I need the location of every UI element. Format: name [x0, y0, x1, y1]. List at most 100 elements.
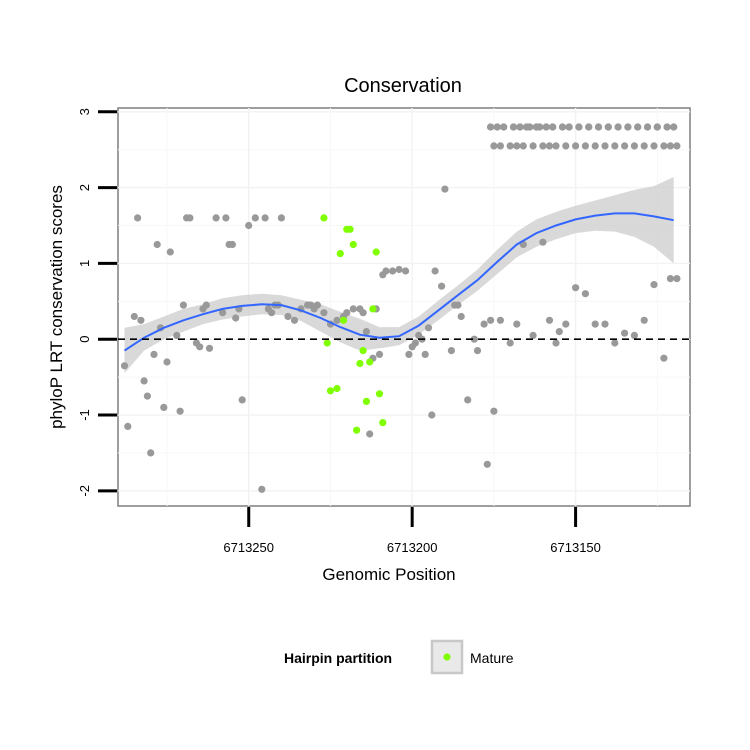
point-row1-21 — [673, 142, 681, 150]
point-row0-14 — [585, 123, 593, 131]
point-row0-2 — [500, 123, 508, 131]
point-other-40 — [277, 214, 285, 222]
point-other-33 — [251, 214, 259, 222]
point-other-41 — [284, 312, 292, 321]
point-other-90 — [513, 320, 521, 328]
point-other-79 — [454, 301, 462, 309]
point-other-37 — [268, 309, 276, 317]
point-row0-19 — [634, 123, 642, 131]
point-other-66 — [405, 350, 413, 358]
point-mature-1 — [323, 339, 331, 347]
point-other-89 — [506, 339, 514, 347]
point-row0-17 — [614, 123, 622, 131]
point-row1-2 — [506, 142, 514, 150]
point-row0-1 — [493, 123, 501, 131]
smooth-line-layer — [123, 212, 674, 352]
point-row1-7 — [545, 142, 554, 150]
point-row0-20 — [643, 123, 652, 131]
point-other-74 — [431, 267, 439, 275]
point-other-75 — [438, 282, 446, 290]
point-row0-10 — [549, 123, 557, 131]
y-axis: -2 -1 0 1 2 3 — [77, 108, 117, 497]
point-other-5 — [140, 377, 148, 385]
point-mature-15 — [372, 248, 380, 256]
point-other-64 — [395, 265, 403, 274]
point-row0-13 — [575, 123, 583, 131]
point-other-29 — [232, 314, 240, 322]
plot-panel — [117, 107, 691, 507]
point-other-57 — [366, 430, 374, 438]
point-other-15 — [176, 407, 184, 415]
x-axis-title: Genomic Position — [322, 565, 455, 584]
point-other-0 — [120, 362, 129, 370]
point-other-31 — [238, 396, 246, 404]
point-row0-0 — [487, 123, 495, 131]
point-other-52 — [343, 309, 351, 317]
point-row0-11 — [558, 123, 567, 131]
point-row1-12 — [591, 142, 599, 150]
x-tick-label-0: 6713250 — [223, 540, 274, 555]
point-other-92 — [529, 331, 537, 339]
point-other-108 — [666, 275, 675, 283]
point-other-11 — [160, 403, 168, 411]
point-other-55 — [359, 309, 367, 317]
point-other-99 — [581, 290, 590, 298]
point-other-97 — [562, 320, 570, 328]
point-other-32 — [245, 221, 253, 230]
point-mature-8 — [349, 240, 357, 249]
point-row1-3 — [513, 142, 521, 150]
point-row0-3 — [509, 123, 518, 131]
point-other-86 — [487, 316, 495, 324]
y-tick-label-0: -2 — [77, 485, 92, 497]
y-tick-label-3: 1 — [77, 260, 92, 267]
point-other-13 — [166, 248, 174, 256]
point-row1-11 — [581, 142, 590, 150]
point-mature-14 — [369, 305, 377, 313]
point-row1-14 — [611, 142, 619, 150]
point-other-84 — [480, 320, 488, 328]
point-other-95 — [552, 339, 560, 347]
point-mature-0 — [320, 214, 328, 222]
point-other-103 — [621, 329, 629, 337]
point-other-22 — [202, 301, 210, 309]
point-other-76 — [441, 185, 449, 193]
point-row0-9 — [542, 123, 550, 131]
y-tick-label-2: 0 — [77, 336, 92, 343]
point-other-63 — [389, 267, 397, 275]
point-other-87 — [490, 407, 498, 415]
point-mature-4 — [336, 250, 344, 258]
point-other-7 — [147, 449, 155, 457]
point-other-56 — [362, 328, 370, 336]
point-other-82 — [470, 335, 478, 343]
point-row1-19 — [660, 142, 668, 150]
point-mature-13 — [366, 358, 374, 366]
point-row0-6 — [526, 123, 534, 131]
point-other-107 — [660, 354, 668, 362]
point-row1-9 — [562, 142, 570, 150]
point-row1-13 — [601, 142, 609, 150]
point-other-83 — [473, 347, 482, 355]
point-other-100 — [591, 320, 599, 328]
point-other-81 — [464, 396, 472, 404]
point-row0-15 — [594, 123, 603, 131]
point-other-4 — [143, 392, 151, 400]
x-tick-label-1: 6713200 — [387, 540, 438, 555]
point-other-60 — [375, 350, 384, 358]
point-other-8 — [150, 350, 158, 358]
point-mature-3 — [333, 384, 341, 393]
point-row0-4 — [516, 123, 524, 131]
point-other-20 — [196, 343, 204, 351]
point-other-2 — [130, 312, 138, 321]
y-tick-label-4: 2 — [77, 184, 92, 191]
point-other-34 — [258, 485, 266, 493]
confidence-ribbon — [124, 177, 674, 374]
point-other-93 — [539, 238, 547, 246]
point-other-18 — [186, 214, 194, 222]
point-row0-8 — [536, 123, 544, 131]
point-row1-20 — [666, 142, 675, 150]
point-other-12 — [163, 358, 171, 366]
point-other-25 — [219, 309, 227, 317]
point-other-53 — [349, 305, 357, 313]
point-row1-6 — [539, 142, 547, 150]
